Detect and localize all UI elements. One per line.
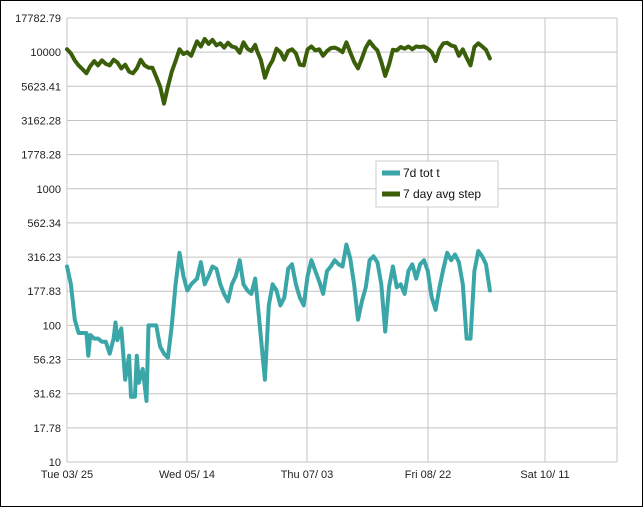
- series-lines: [65, 36, 492, 403]
- y-tick-label: 562.34: [27, 218, 61, 230]
- y-tick-label: 10: [49, 457, 61, 469]
- y-tick-label: 177.83: [27, 286, 61, 298]
- x-tick-label: Thu 07/ 03: [281, 469, 334, 481]
- y-axis-tick-labels: 17782.79 10000 5623.41 3162.28 1778.28 1000 56…: [15, 13, 61, 469]
- y-tick-label: 100: [43, 320, 61, 332]
- y-tick-label: 17.78: [33, 423, 61, 435]
- y-tick-label: 316.23: [27, 252, 61, 264]
- y-tick-label: 17782.79: [15, 13, 61, 25]
- series-line-7d-tot-t: [65, 242, 492, 403]
- x-tick-label: Tue 03/ 25: [41, 469, 93, 481]
- y-tick-label: 3162.28: [21, 115, 61, 127]
- x-tick-label: Sat 10/ 11: [520, 469, 569, 481]
- y-tick-label: 1778.28: [21, 150, 61, 162]
- legend-box: [375, 160, 499, 208]
- x-tick-label: Fri 08/ 22: [405, 469, 451, 481]
- x-tick-label: Wed 05/ 14: [159, 469, 215, 481]
- series-line-7-day-avg-step: [65, 36, 492, 106]
- y-tick-label: 31.62: [33, 389, 61, 401]
- legend: 7d tot t 7 day avg step: [375, 160, 499, 208]
- y-tick-label: 5623.41: [21, 81, 61, 93]
- legend-label: 7d tot t: [403, 166, 440, 180]
- legend-label: 7 day avg step: [403, 187, 481, 201]
- y-tick-label: 56.23: [33, 355, 61, 367]
- y-tick-label: 10000: [30, 47, 61, 59]
- y-tick-label: 1000: [37, 184, 61, 196]
- x-axis-tick-labels: Tue 03/ 25 Wed 05/ 14 Thu 07/ 03 Fri 08/ 22…: [41, 469, 570, 481]
- grid-lines: [66, 17, 618, 463]
